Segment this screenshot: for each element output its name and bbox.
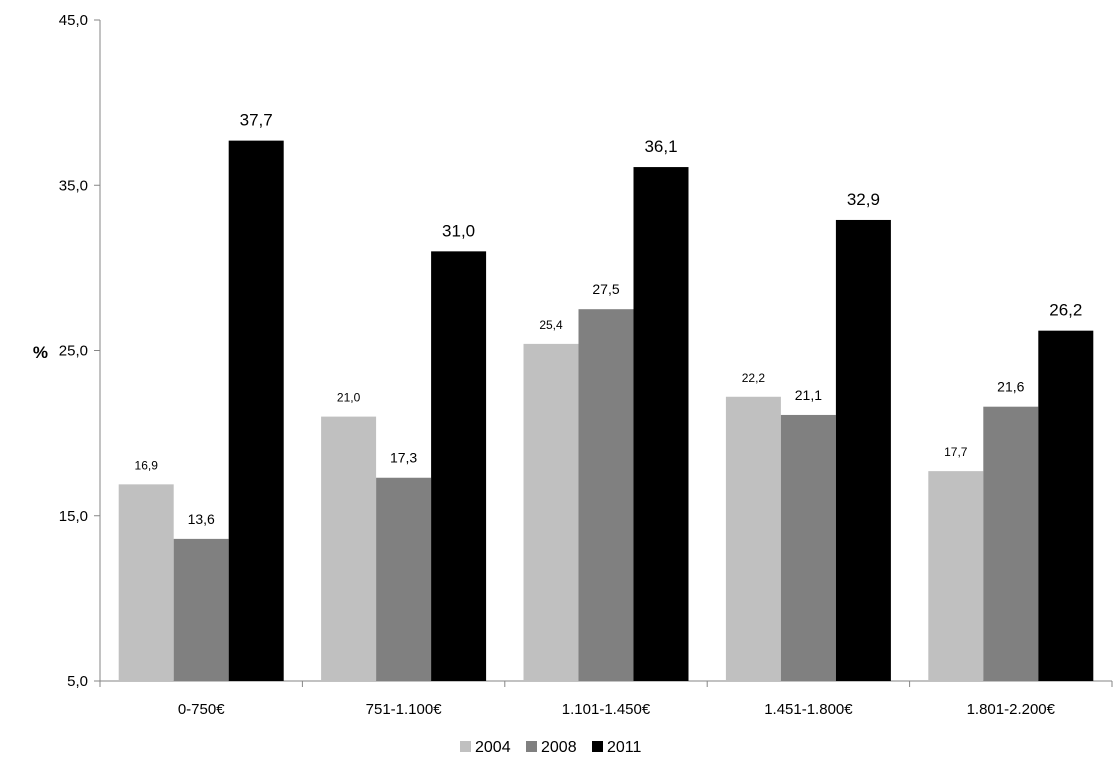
bar-2011 — [835, 219, 891, 681]
data-label: 37,7 — [240, 111, 273, 130]
legend-label: 2004 — [475, 739, 511, 756]
bar-2004 — [725, 396, 781, 681]
y-axis: 5,0 15,0 25,0 35,0 45,0 — [59, 12, 101, 690]
bar-2004 — [928, 471, 984, 681]
data-label: 16,9 — [135, 458, 159, 472]
data-labels: 16,9 13,6 37,7 21,0 17,3 31,0 25,4 27,5 36,1 22,2… — [135, 111, 1083, 527]
legend-label: 2011 — [607, 739, 642, 756]
y-tick-label: 5,0 — [67, 673, 88, 690]
x-tick-label: 751-1.100€ — [366, 701, 443, 718]
bar-2008 — [983, 406, 1039, 681]
data-label: 31,0 — [442, 221, 475, 240]
x-tick-label: 1.801-2.200€ — [967, 701, 1056, 718]
bar-2008 — [780, 414, 836, 681]
y-axis-label: % — [33, 343, 48, 362]
legend: 2004 2008 2011 — [460, 739, 642, 756]
y-tick-label: 25,0 — [59, 343, 88, 360]
bar-2011 — [1038, 330, 1094, 681]
bar-2008 — [578, 309, 634, 681]
x-tick-label: 1.101-1.450€ — [562, 701, 651, 718]
bar-2004 — [523, 343, 579, 681]
x-tick-label: 0-750€ — [178, 701, 225, 718]
bar-2004 — [118, 484, 174, 681]
bar-2011 — [431, 251, 487, 681]
data-label: 21,6 — [997, 379, 1024, 395]
bar-2008 — [376, 477, 432, 681]
data-label: 13,6 — [188, 511, 215, 527]
data-label: 36,1 — [644, 137, 677, 156]
data-label: 21,1 — [795, 387, 822, 403]
bars — [118, 140, 1094, 681]
y-tick-label: 15,0 — [59, 508, 88, 525]
y-tick-label: 35,0 — [59, 177, 88, 194]
data-label: 25,4 — [539, 318, 563, 332]
data-label: 26,2 — [1049, 301, 1082, 320]
bar-2004 — [321, 416, 377, 681]
bar-2011 — [633, 167, 689, 681]
x-axis: 0-750€ 751-1.100€ 1.101-1.450€ 1.451-1.800€… — [99, 680, 1113, 718]
legend-label: 2008 — [541, 739, 577, 756]
data-label: 27,5 — [592, 281, 619, 297]
bar-2011 — [228, 140, 284, 681]
data-label: 32,9 — [847, 190, 880, 209]
x-tick-label: 1.451-1.800€ — [764, 701, 853, 718]
y-tick-label: 45,0 — [59, 12, 88, 29]
bar-2008 — [173, 538, 229, 681]
data-label: 17,7 — [944, 445, 968, 459]
data-label: 17,3 — [390, 450, 417, 466]
data-label: 21,0 — [337, 391, 361, 405]
data-label: 22,2 — [742, 371, 766, 385]
legend-swatch-2011 — [592, 741, 603, 752]
legend-swatch-2004 — [460, 741, 471, 752]
legend-swatch-2008 — [526, 741, 537, 752]
